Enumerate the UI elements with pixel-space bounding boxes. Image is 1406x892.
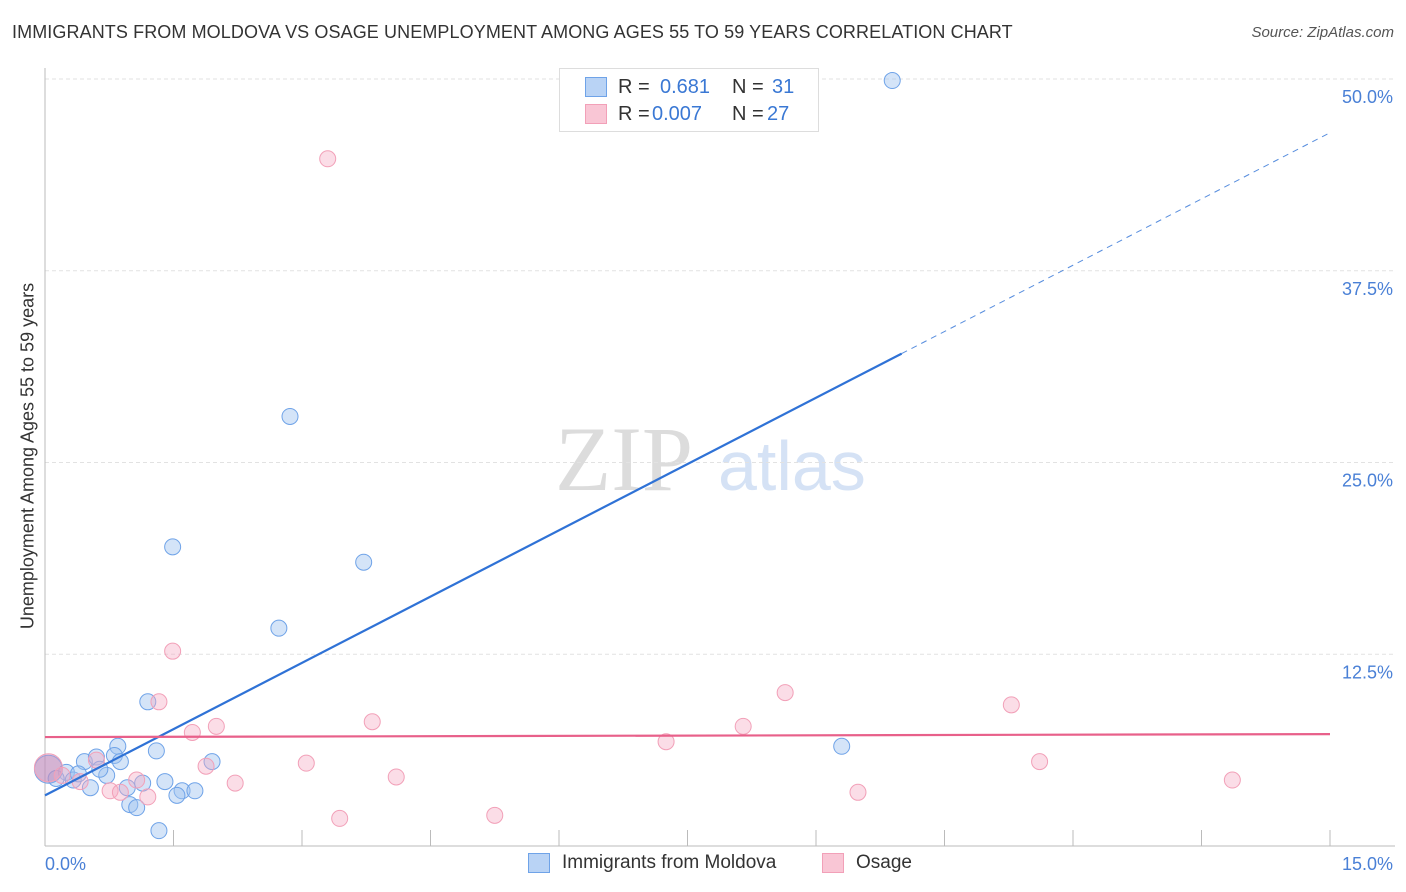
source-label: Source: ZipAtlas.com [1251,24,1394,41]
osage-trend-line [44,732,1331,739]
osage-point [71,773,89,791]
osage-point [734,717,752,735]
moldova-point [173,782,191,800]
x-tick-label: 0.0% [45,854,86,874]
osage-point [164,642,182,660]
moldova-legend-swatch [528,853,550,873]
moldova-point [833,737,851,755]
osage-point [139,788,157,806]
osage-legend-swatch [822,853,844,873]
moldova-point [147,742,165,760]
osage-swatch [585,104,607,124]
moldova-point [128,799,146,817]
y-tick-label: 37.5% [1342,279,1393,299]
moldova-point [164,538,182,556]
n-value: 27 [767,102,790,125]
y-tick-label: 12.5% [1342,662,1393,682]
moldova-point [81,779,99,797]
osage-point [657,733,675,751]
n-label: N = [732,102,764,125]
moldova-point [281,407,299,425]
y-tick-label: 50.0% [1342,87,1393,107]
osage-point [363,713,381,731]
r-label: R = [618,75,650,98]
legend-item-moldova: Immigrants from Moldova [528,852,776,874]
osage-point [319,150,337,168]
moldova-point [270,619,288,637]
n-value: 31 [772,75,795,98]
moldova-point [186,782,204,800]
moldova-point [150,822,168,840]
osage-point [226,774,244,792]
osage-point [197,757,215,775]
watermark-zip: ZIP [555,408,693,510]
osage-point [1223,771,1241,789]
r-value: 0.681 [660,75,711,98]
osage-point [297,754,315,772]
osage-point [183,723,201,741]
osage-point [331,809,349,827]
stats-legend: R = 0.681 N = 31 R = 0.007 N = 27 [559,68,819,132]
osage-point [53,766,71,784]
moldova-trend-extension [901,132,1331,355]
moldova-point [156,773,174,791]
r-value: 0.007 [652,102,703,125]
osage-point [150,693,168,711]
moldova-point [168,786,186,804]
legend-item-osage: Osage [822,852,912,874]
osage-point [1002,696,1020,714]
osage-point [387,768,405,786]
osage-point [849,783,867,801]
x-tick-label: 15.0% [1342,854,1393,874]
legend-label: Immigrants from Moldova [562,852,777,873]
osage-point [111,783,129,801]
osage-point [1031,753,1049,771]
osage-point [776,684,794,702]
moldova-swatch [585,77,607,97]
moldova-trend-line [44,352,903,797]
osage-point [486,806,504,824]
moldova-point [355,553,373,571]
osage-point [207,717,225,735]
moldova-point [883,72,901,90]
y-tick-label: 25.0% [1342,471,1393,491]
n-label: N = [732,75,764,98]
watermark-atlas: atlas [718,427,866,505]
r-label: R = [618,102,650,125]
legend-label: Osage [856,852,912,873]
osage-point [128,771,146,789]
chart-title: IMMIGRANTS FROM MOLDOVA VS OSAGE UNEMPLO… [12,22,1013,42]
